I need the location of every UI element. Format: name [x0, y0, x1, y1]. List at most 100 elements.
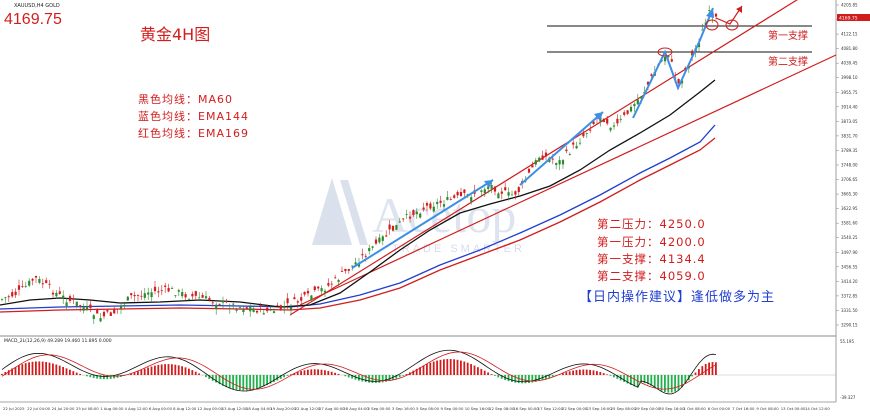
macd-bar: [698, 369, 700, 375]
trendline-lower[interactable]: [299, 54, 837, 306]
candle-body: [684, 67, 687, 71]
macd-bar: [623, 375, 625, 382]
macd-bar: [436, 360, 438, 375]
support-2-label: 第二支撑: [768, 55, 808, 68]
candle-body: [198, 297, 201, 299]
macd-bar: [307, 369, 309, 375]
candle-body: [293, 297, 296, 300]
time-axis-label: 9 Sep 00:00: [440, 406, 464, 411]
candle-body: [123, 304, 126, 307]
candle-body: [425, 203, 429, 206]
macd-bar: [1, 373, 3, 375]
macd-bar: [507, 375, 510, 382]
trendline-upper[interactable]: [289, 0, 800, 316]
candle-body: [385, 235, 388, 237]
candle-body: [697, 43, 701, 48]
candle-body: [62, 295, 65, 299]
candle-body: [259, 305, 262, 307]
macd-bar: [681, 375, 683, 388]
candle-body: [204, 296, 208, 299]
candle-body: [337, 279, 340, 282]
time-axis-label: 3 Sep 16:00: [392, 406, 416, 411]
candle-body: [636, 99, 639, 105]
chart-title: 黄金4H图: [140, 25, 211, 44]
candle-body: [218, 303, 221, 305]
candle-body: [34, 276, 38, 278]
candle-body: [119, 306, 123, 309]
candle-body: [381, 236, 384, 241]
candle-body: [245, 307, 248, 309]
macd-bar: [300, 371, 302, 375]
candle-body: [85, 306, 89, 310]
resistance-1-text: 第一压力：4200.0: [597, 235, 706, 249]
time-axis-label: 9 Oct 08:00: [756, 406, 779, 411]
candle-body: [215, 304, 218, 310]
macd-bar: [160, 364, 163, 375]
candle-body: [589, 129, 592, 131]
candle-body: [415, 211, 418, 215]
macd-bar: [164, 364, 166, 375]
time-axis-label: 17 Sep 12:00: [538, 406, 564, 411]
candle-body: [17, 285, 21, 290]
macd-bar: [137, 371, 139, 375]
macd-bar: [79, 373, 81, 375]
symbol-header: XAUUSD,H4 GOLD: [14, 3, 60, 9]
candle-body: [31, 278, 34, 281]
macd-bar: [48, 362, 51, 375]
macd-bar: [143, 368, 146, 375]
macd-bar: [446, 359, 449, 375]
macd-bar: [514, 375, 517, 383]
macd-bar: [562, 373, 564, 375]
price-axis-label: 4081.80: [841, 46, 858, 51]
macd-axis-bottom: -39.327: [840, 395, 856, 400]
macd-bar: [252, 375, 255, 390]
macd-bar: [589, 369, 591, 375]
candle-body: [136, 295, 140, 296]
candle-body: [79, 305, 82, 307]
candle-body: [221, 300, 225, 303]
macd-bar: [157, 364, 160, 375]
macd-bar: [677, 375, 680, 390]
time-axis-label: 2 Sep 00:00: [368, 406, 392, 411]
candle-body: [487, 186, 490, 190]
legend-ema144: 蓝色均线：EMA144: [138, 110, 249, 123]
candle-body: [170, 288, 174, 290]
candle-body: [568, 154, 571, 155]
macd-bar: [290, 374, 292, 375]
candle-body: [4, 297, 7, 299]
candle-body: [174, 295, 177, 297]
candle-body: [629, 106, 633, 112]
candle-body: [340, 271, 344, 272]
macd-bar: [538, 375, 540, 382]
macd-bar: [38, 361, 41, 375]
macd-bar: [310, 369, 313, 375]
candle-body: [38, 278, 41, 283]
macd-bar: [225, 375, 228, 388]
candle-body: [89, 304, 92, 308]
macd-bar: [184, 367, 187, 375]
candle-body: [45, 280, 48, 283]
macd-bar: [691, 375, 693, 377]
price-axis-label: 3914.40: [841, 104, 858, 109]
macd-bar: [208, 375, 211, 379]
candle-body: [235, 309, 238, 311]
macd-bar: [704, 363, 707, 375]
macd-bar: [398, 375, 401, 378]
candle-body: [283, 306, 286, 309]
candle-body: [109, 312, 112, 317]
candle-body: [633, 103, 636, 107]
candle-body: [402, 218, 405, 220]
candle-body: [449, 198, 452, 200]
candle-body: [41, 283, 44, 285]
macd-bar: [626, 375, 629, 384]
macd-bar: [449, 359, 452, 375]
candle-body: [470, 197, 473, 202]
candles[interactable]: [0, 5, 718, 324]
macd-bar: [534, 375, 537, 382]
candle-body: [541, 155, 544, 160]
macd-bar: [344, 375, 347, 377]
candle-body: [92, 315, 95, 319]
candle-body: [422, 207, 425, 210]
